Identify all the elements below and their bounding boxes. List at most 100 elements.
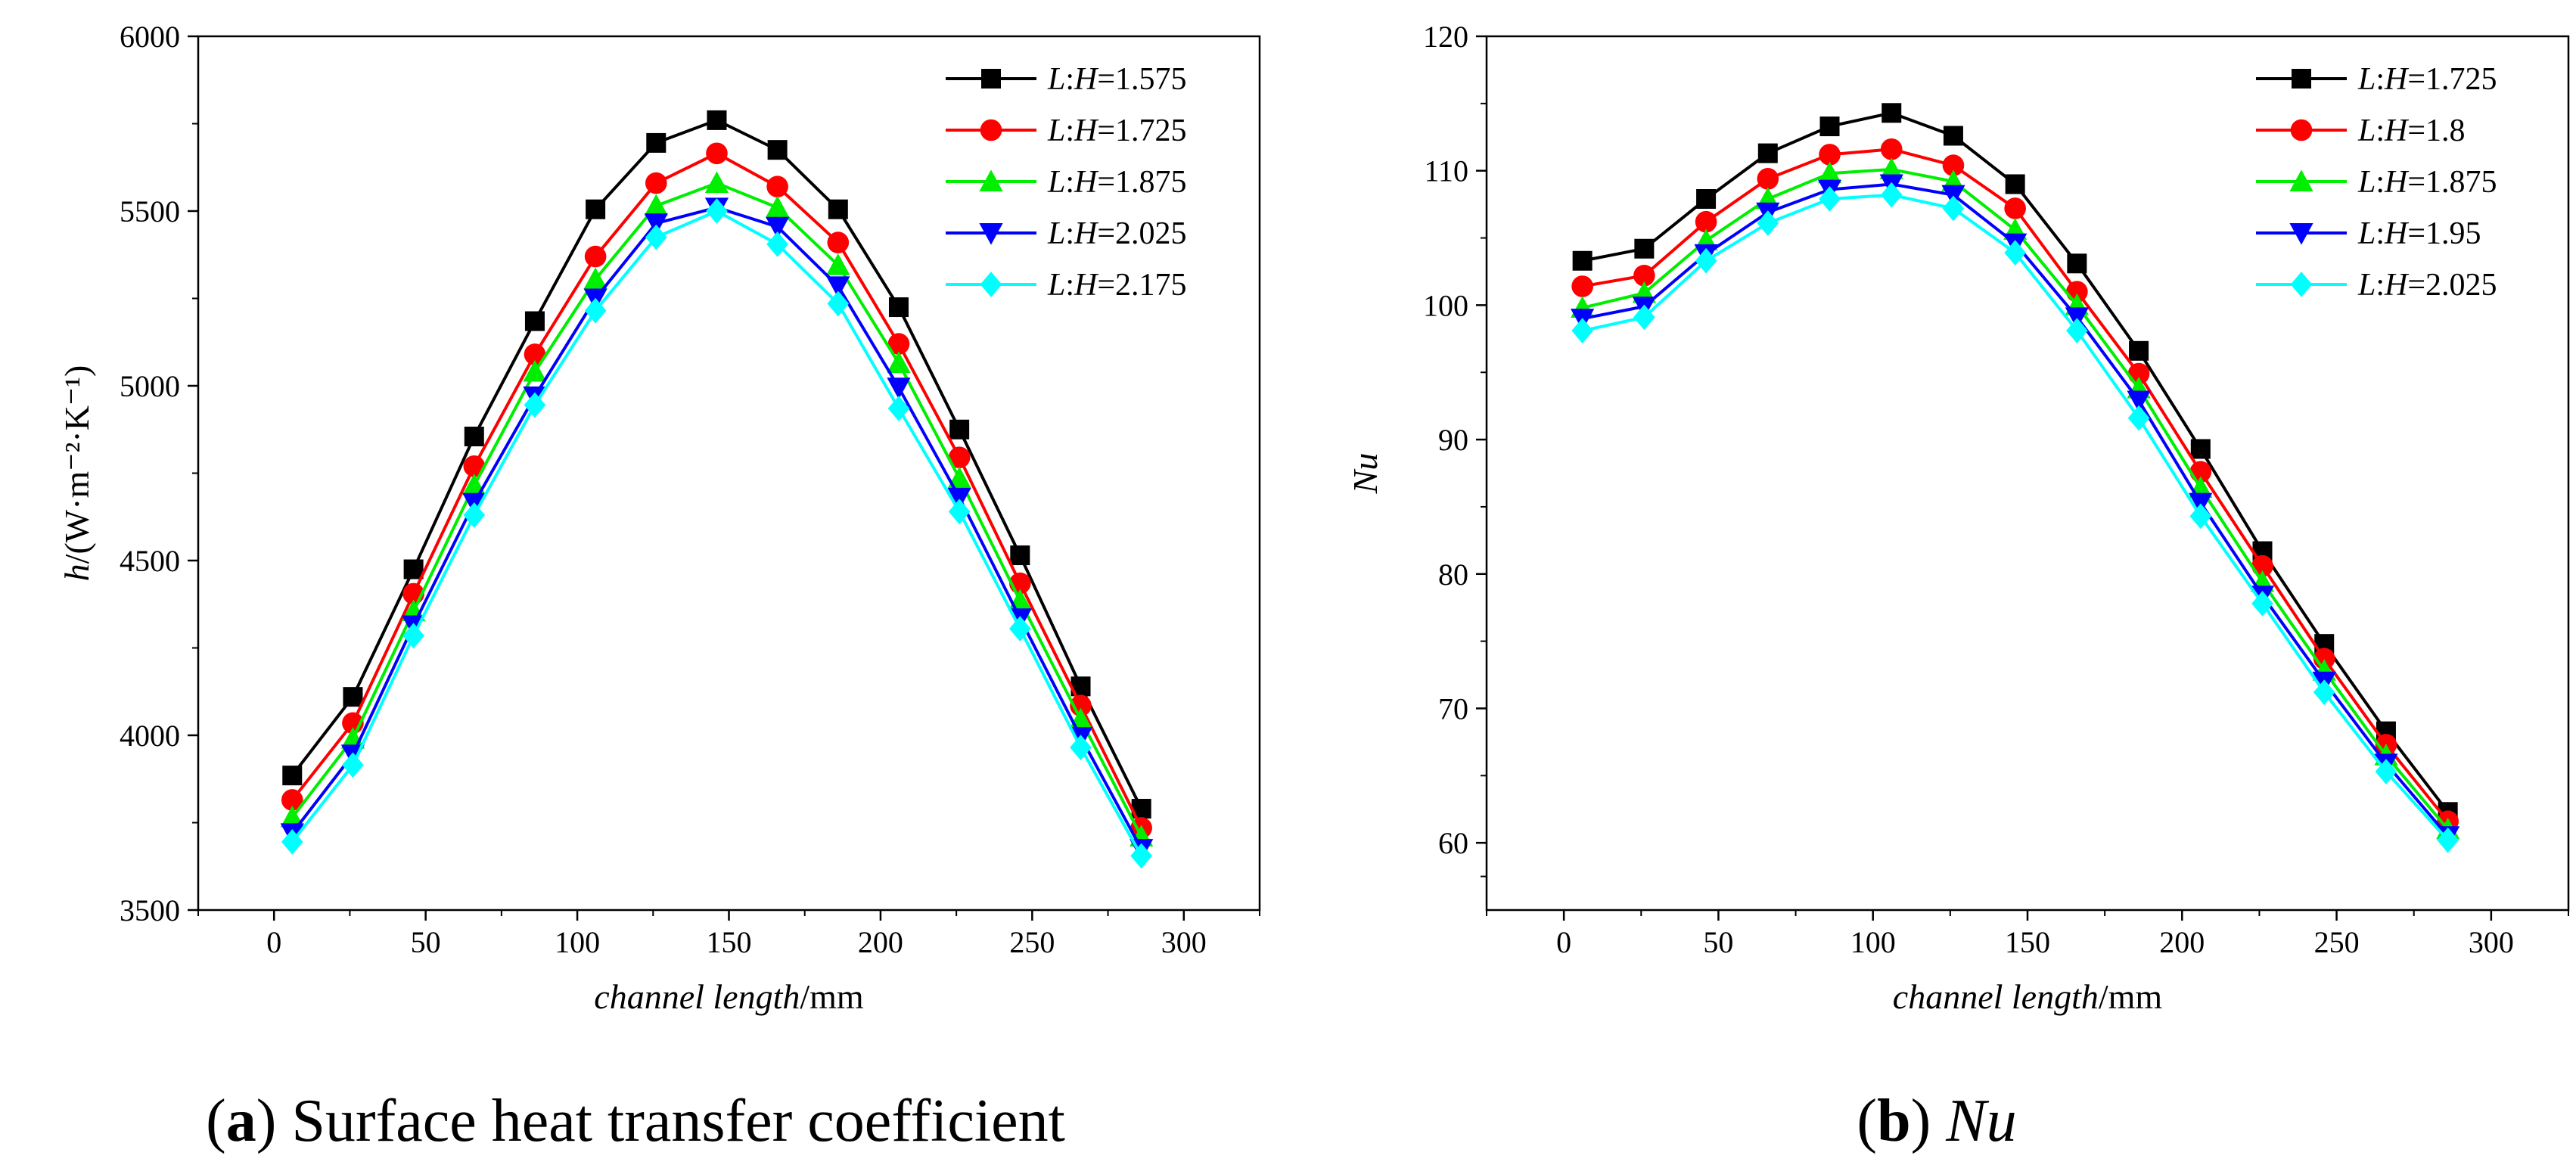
- data-point: [1695, 247, 1717, 274]
- x-tick-label: 50: [1703, 925, 1733, 959]
- y-tick-label: 80: [1438, 558, 1468, 592]
- x-tick-label: 100: [555, 925, 600, 959]
- data-point: [949, 419, 970, 440]
- data-point: [583, 267, 607, 290]
- y-tick-label: 5500: [120, 194, 180, 228]
- data-point: [887, 396, 910, 421]
- legend-marker: [981, 69, 1001, 89]
- series-line: [291, 181, 1143, 837]
- data-point: [2251, 590, 2273, 617]
- data-point: [1633, 264, 1655, 287]
- data-point: [828, 199, 848, 219]
- legend-entry-3: L:H=1.875: [946, 165, 1187, 200]
- legend-entry-5: L:H=2.025: [2256, 268, 2497, 303]
- data-point: [1070, 735, 1092, 761]
- series-1: [1572, 103, 2458, 822]
- x-tick-label: 150: [707, 925, 752, 959]
- series-4: [1571, 174, 2460, 848]
- chart-a-svg: 0 50 100 150 200 250 300 3500 4000 4500 5000 5500 60…: [57, 20, 1261, 1154]
- legend-entry-2: L:H=1.8: [2256, 113, 2466, 148]
- x-tick-label: 250: [1009, 925, 1055, 959]
- y-axis-label: h/(W·m⁻²·K⁻¹): [57, 365, 96, 582]
- legend-marker: [2289, 223, 2313, 245]
- data-point: [280, 805, 304, 828]
- legend-label: L:H=2.025: [1047, 216, 1187, 251]
- data-point: [2437, 827, 2459, 853]
- data-point: [2004, 197, 2026, 219]
- chart-panel-b: 0 50 100 150 200 250 300 60 70 80 90 100 110 120 chann…: [1286, 0, 2576, 1168]
- series-line: [1582, 167, 2450, 831]
- data-point: [1571, 318, 1593, 344]
- y-tick-label: 120: [1423, 20, 1468, 54]
- legend-label: L:H=2.025: [2357, 268, 2497, 303]
- data-point: [342, 752, 364, 778]
- data-point: [1882, 103, 1902, 123]
- data-point: [281, 789, 303, 811]
- data-point: [1943, 126, 1963, 146]
- y-tick-label: 60: [1438, 826, 1468, 860]
- chart-panel-a: 0 50 100 150 200 250 300 3500 4000 4500 5000 5500 60…: [0, 0, 1286, 1168]
- series-4: [280, 197, 1154, 861]
- data-point: [2127, 390, 2151, 413]
- data-point: [1817, 161, 1842, 184]
- data-point: [1009, 616, 1031, 641]
- data-point: [402, 623, 424, 649]
- legend-entry-5: L:H=2.175: [946, 268, 1187, 303]
- data-point: [887, 351, 911, 373]
- legend-marker: [2292, 69, 2311, 89]
- legend-label: L:H=2.175: [1047, 268, 1187, 303]
- data-point: [1942, 154, 1965, 176]
- data-point: [1757, 168, 1779, 190]
- legend-entry-1: L:H=1.575: [946, 62, 1187, 97]
- data-point: [887, 333, 910, 355]
- x-tick-label: 50: [411, 925, 441, 959]
- y-tick-label: 100: [1423, 288, 1468, 322]
- legend-label: L:H=1.95: [2357, 216, 2481, 251]
- series-5: [281, 198, 1152, 869]
- x-tick-label: 0: [1556, 925, 1571, 959]
- x-tick-label: 200: [2159, 925, 2205, 959]
- data-point: [1634, 238, 1655, 259]
- legend-marker: [980, 272, 1002, 297]
- series-line: [291, 209, 1143, 857]
- x-axis-label: channel length/mm: [594, 977, 864, 1016]
- data-point: [2375, 759, 2397, 784]
- data-point: [1819, 144, 1841, 166]
- data-point: [1880, 138, 1903, 160]
- data-point: [827, 290, 850, 317]
- legend-entry-2: L:H=1.725: [946, 113, 1187, 148]
- x-tick-label: 0: [266, 925, 281, 959]
- data-point: [281, 829, 303, 855]
- x-tick-label: 100: [1850, 925, 1896, 959]
- y-tick-label: 4000: [120, 719, 180, 753]
- data-point: [524, 311, 545, 331]
- series-line: [1582, 193, 2450, 841]
- data-point: [947, 466, 971, 489]
- data-point: [463, 502, 486, 528]
- data-point: [888, 297, 909, 318]
- data-point: [1879, 157, 1903, 179]
- series-1: [282, 110, 1151, 819]
- data-point: [1757, 143, 1778, 163]
- y-tick-label: 4500: [120, 544, 180, 578]
- data-point: [645, 224, 667, 250]
- chart-b-svg: 0 50 100 150 200 250 300 60 70 80 90 100 110 120 chann…: [1346, 20, 2570, 1154]
- data-point: [706, 198, 728, 224]
- data-point: [1572, 250, 1593, 271]
- series-3: [280, 171, 1154, 846]
- series-line: [1582, 182, 2450, 837]
- data-point: [584, 245, 607, 268]
- data-point: [464, 426, 484, 446]
- data-point: [646, 132, 667, 153]
- data-point: [1010, 545, 1030, 566]
- legend-entry-4: L:H=1.95: [2256, 216, 2481, 251]
- series-2: [281, 142, 1152, 839]
- legend-entry-4: L:H=2.025: [946, 216, 1187, 251]
- legend-marker: [980, 119, 1002, 141]
- data-point: [1757, 210, 1779, 236]
- figure-caption: (b) Nu: [1857, 1088, 2016, 1154]
- data-point: [947, 487, 971, 510]
- legend-marker: [2290, 272, 2313, 297]
- data-point: [1942, 195, 1965, 222]
- data-point: [584, 297, 607, 324]
